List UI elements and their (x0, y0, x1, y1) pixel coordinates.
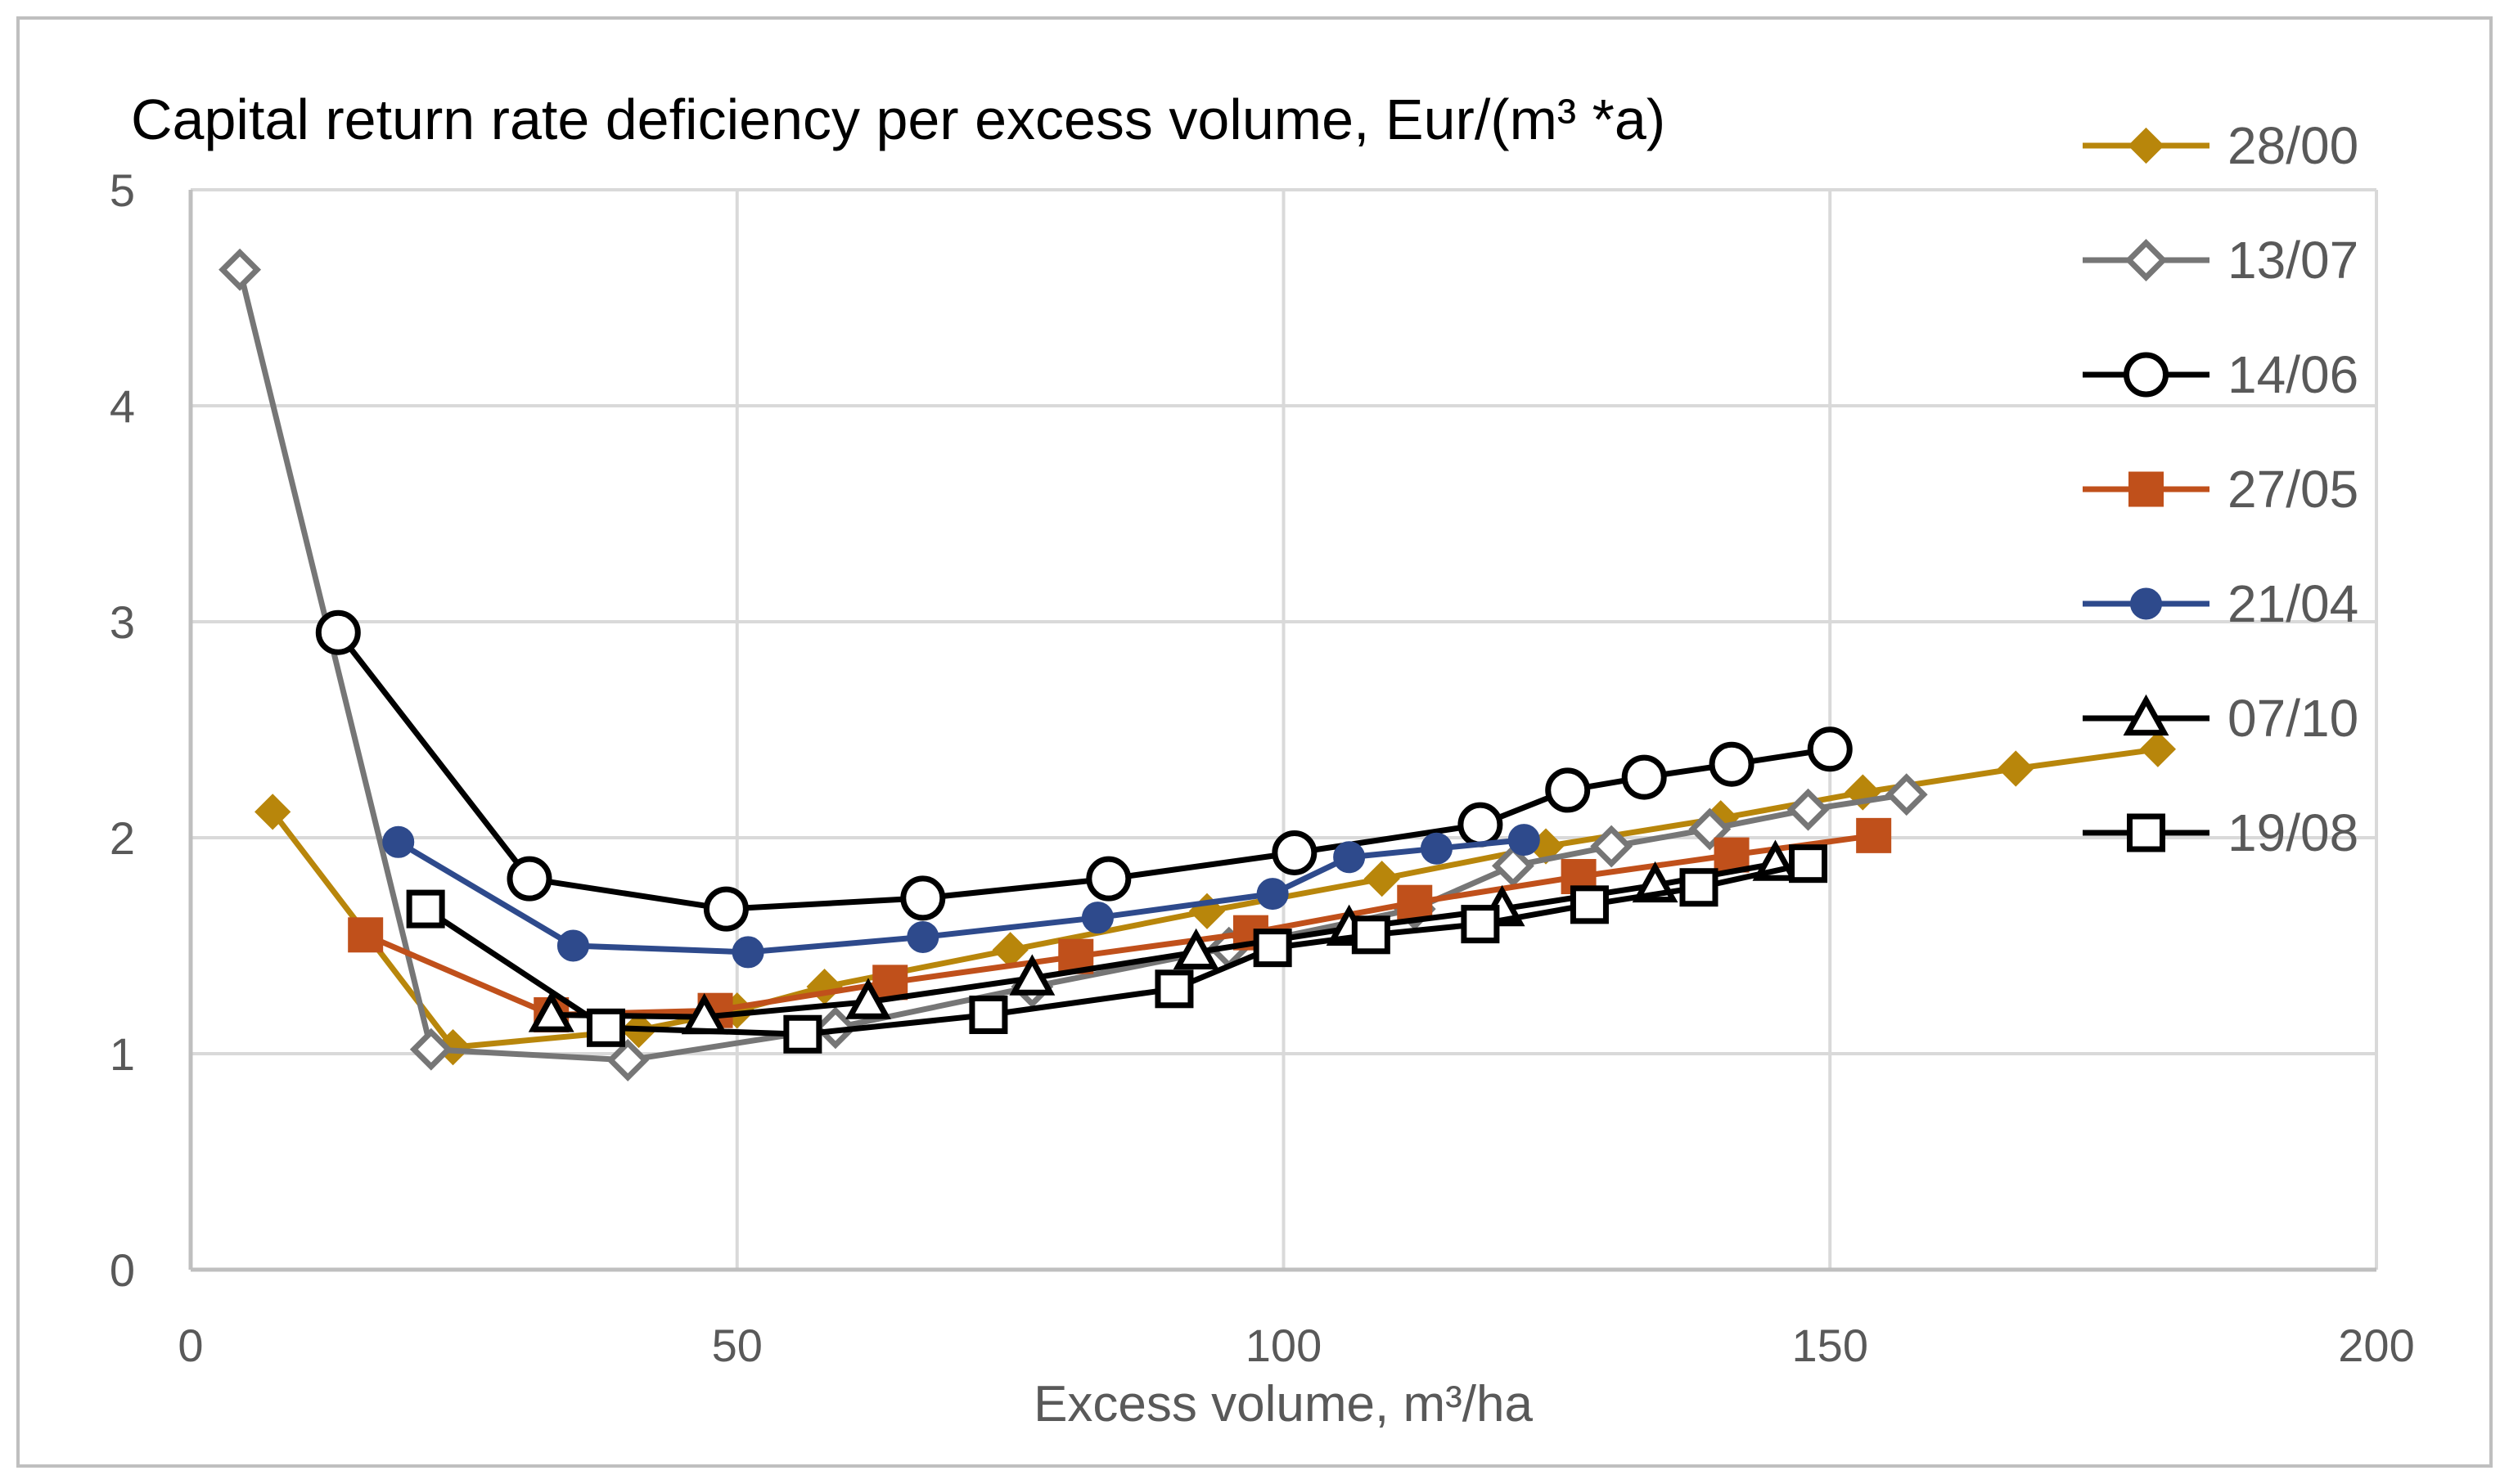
data-point-19-08 (1155, 969, 1194, 1009)
data-point-13-07 (409, 1028, 453, 1071)
legend-label-19-08: 19/08 (2227, 803, 2358, 862)
x-tick-label: 200 (2338, 1320, 2414, 1371)
legend-item-13-07: 13/07 (2083, 231, 2358, 290)
data-point-21-04 (1256, 878, 1289, 911)
legend-item-19-08: 19/08 (2083, 803, 2358, 862)
data-point-19-08 (406, 889, 445, 929)
data-point-13-07 (1786, 788, 1830, 831)
legend-marker-07-10 (2123, 694, 2169, 736)
data-point-07-10 (528, 991, 574, 1032)
data-point-19-08 (1253, 929, 1292, 968)
chart-title: Capital return rate deficiency per exces… (131, 88, 1665, 151)
data-point-19-08 (1679, 868, 1718, 907)
data-point-19-08 (1461, 905, 1500, 944)
legend-label-21-04: 21/04 (2227, 574, 2358, 633)
data-point-21-04 (1507, 824, 1540, 857)
data-point-13-07 (813, 1006, 857, 1050)
data-point-27-05 (1856, 817, 1892, 853)
data-point-14-06 (315, 609, 361, 655)
x-axis-title: Excess volume, m³/ha (1034, 1376, 1533, 1432)
data-point-21-04 (732, 936, 764, 969)
data-point-14-06 (1807, 726, 1853, 772)
legend-label-27-05: 27/05 (2227, 460, 2358, 519)
data-point-14-06 (1545, 767, 1591, 813)
data-point-21-04 (556, 929, 589, 962)
y-tick-label: 5 (110, 164, 135, 216)
y-tick-label: 3 (110, 596, 135, 648)
legend-marker-27-05 (2128, 471, 2164, 507)
legend-marker-19-08 (2127, 813, 2165, 852)
legend-marker-28-00 (2128, 127, 2164, 164)
data-point-14-06 (507, 856, 552, 902)
y-tick-label: 2 (110, 812, 135, 864)
data-point-07-10 (1173, 928, 1219, 970)
x-tick-label: 100 (1245, 1320, 1322, 1371)
data-point-28-00 (2139, 731, 2177, 767)
axes (188, 190, 2376, 1272)
y-tick-label: 1 (110, 1028, 135, 1080)
data-point-28-00 (1998, 750, 2034, 787)
data-point-07-10 (845, 978, 891, 1019)
x-tick-label: 0 (178, 1320, 203, 1371)
data-point-21-04 (1420, 832, 1453, 865)
data-point-19-08 (586, 1008, 625, 1047)
data-point-19-08 (969, 995, 1008, 1034)
legend-marker-14-06 (2124, 352, 2169, 398)
legend-label-13-07: 13/07 (2227, 231, 2358, 290)
data-point-21-04 (1081, 902, 1114, 934)
data-point-14-06 (1086, 856, 1132, 902)
legend-marker-13-07 (2124, 239, 2168, 281)
legend-item-14-06: 14/06 (2083, 345, 2358, 404)
data-point-13-07 (218, 248, 262, 291)
data-point-28-00 (1363, 861, 1400, 897)
data-point-14-06 (900, 875, 946, 921)
data-point-14-06 (1272, 830, 1318, 875)
data-point-07-10 (1009, 954, 1056, 996)
data-point-14-06 (1457, 802, 1503, 848)
y-tick-label: 4 (110, 380, 135, 432)
chart-frame (16, 16, 2493, 1468)
legend-item-28-00: 28/00 (2083, 116, 2358, 175)
data-point-27-05 (1714, 837, 1750, 873)
data-point-19-08 (1789, 844, 1828, 884)
data-point-19-08 (783, 1014, 822, 1054)
data-point-14-06 (1709, 741, 1754, 787)
series-19-08 (406, 844, 1828, 1054)
data-point-13-07 (606, 1038, 650, 1082)
data-point-19-08 (1570, 885, 1609, 924)
data-point-27-05 (1397, 884, 1433, 920)
legend-label-28-00: 28/00 (2227, 116, 2358, 175)
legend-label-07-10: 07/10 (2227, 689, 2358, 748)
data-point-28-00 (255, 794, 291, 830)
y-tick-label: 0 (110, 1244, 135, 1296)
x-tick-label: 150 (1792, 1320, 1868, 1371)
data-point-13-07 (1590, 825, 1633, 868)
legend-marker-21-04 (2130, 587, 2162, 620)
data-point-21-04 (907, 920, 939, 953)
data-point-13-07 (1492, 844, 1534, 888)
legend: 28/00 13/07 14/06 27/05 21/04 07/10 19/08 (2083, 116, 2358, 862)
x-tick-label: 50 (712, 1320, 763, 1371)
legend-item-07-10: 07/10 (2083, 689, 2358, 748)
data-point-14-06 (703, 886, 749, 932)
series-21-04 (382, 824, 1540, 969)
series (218, 248, 2177, 1082)
data-point-27-05 (872, 965, 908, 1001)
legend-label-14-06: 14/06 (2227, 345, 2358, 404)
data-point-19-08 (1351, 915, 1390, 955)
data-point-21-04 (382, 825, 415, 858)
data-point-13-07 (1885, 773, 1928, 816)
data-point-14-06 (1621, 754, 1667, 800)
series-14-06 (315, 609, 1853, 932)
tick-labels: 0 50 100 150 200 0 1 2 3 4 5 (110, 164, 2415, 1371)
data-point-27-05 (348, 917, 384, 953)
legend-item-21-04: 21/04 (2083, 574, 2358, 633)
data-point-21-04 (1333, 841, 1366, 874)
legend-item-27-05: 27/05 (2083, 460, 2358, 519)
